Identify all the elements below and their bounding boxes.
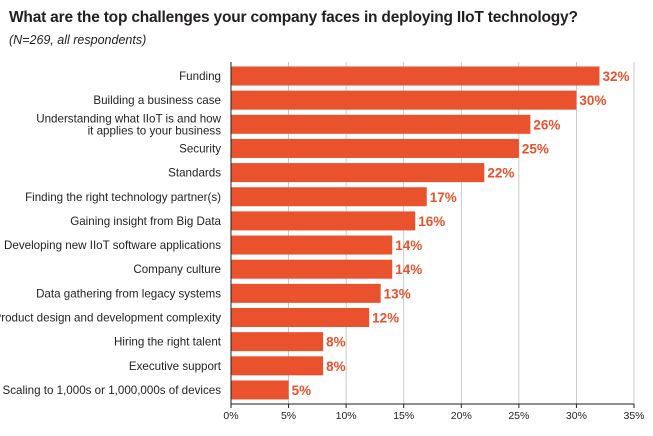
category-label: Executive support (129, 360, 222, 373)
category-label: Scaling to 1,000s or 1,000,000s of devic… (3, 384, 222, 397)
value-label: 22% (487, 166, 514, 181)
x-axis: 0% 5% 10% 15% 20% 25% 30% 35% (223, 62, 645, 422)
category-label: Hiring the right talent (114, 336, 222, 349)
bar (231, 235, 393, 255)
value-label: 32% (602, 69, 629, 84)
bar (231, 187, 427, 207)
x-tick-label: 5% (281, 410, 296, 422)
value-label: 26% (533, 117, 560, 132)
bar (231, 114, 531, 134)
bar (231, 380, 289, 400)
bar (231, 90, 577, 110)
category-label: Company culture (133, 263, 221, 276)
bar (231, 332, 324, 352)
category-label: Understanding what IIoT is and how it app… (36, 112, 221, 137)
x-tick-label: 20% (451, 410, 472, 422)
category-label: Funding (179, 70, 221, 83)
value-label: 14% (395, 238, 422, 253)
grid-lines (288, 62, 635, 404)
category-label: Security (179, 142, 221, 155)
x-tick-label: 30% (566, 410, 587, 422)
value-label: 30% (579, 93, 606, 108)
category-labels: Funding Building a business case Understan… (0, 70, 222, 397)
x-tick-label: 10% (336, 410, 357, 422)
x-tick-label: 15% (393, 410, 414, 422)
category-label: Product design and development complexit… (0, 312, 221, 325)
bar (231, 259, 393, 279)
category-label: Building a business case (93, 94, 221, 107)
bar (231, 163, 485, 183)
value-labels: 32% 30% 26% 25% 22% 17% 16% 14% 14% 13% 12% 8% 8% 5% (292, 69, 630, 398)
category-label: Data gathering from legacy systems (36, 287, 221, 300)
value-label: 12% (372, 311, 399, 326)
value-label: 17% (430, 190, 457, 205)
category-label-line: Understanding what IIoT is and how (36, 112, 221, 125)
category-label-line: it applies to your business (88, 124, 222, 137)
bars (231, 66, 600, 400)
category-label: Gaining insight from Big Data (70, 215, 221, 228)
chart-subtitle: (N=269, all respondents) (9, 33, 147, 47)
category-label: Standards (168, 167, 221, 180)
value-label: 8% (326, 335, 346, 350)
bar (231, 283, 381, 303)
x-tick-label: 25% (508, 410, 529, 422)
value-label: 14% (395, 262, 422, 277)
chart-title: What are the top challenges your company… (9, 9, 578, 26)
bar (231, 66, 600, 86)
x-tick-label: 0% (223, 410, 238, 422)
value-label: 5% (292, 383, 312, 398)
bar (231, 211, 416, 231)
value-label: 16% (418, 214, 445, 229)
x-tick-label: 35% (623, 410, 644, 422)
bar (231, 138, 519, 158)
value-label: 25% (522, 141, 549, 156)
bar (231, 356, 324, 376)
category-label: Developing new IIoT software application… (4, 239, 221, 252)
value-label: 13% (384, 286, 411, 301)
category-label: Finding the right technology partner(s) (25, 191, 221, 204)
value-label: 8% (326, 359, 346, 374)
bar (231, 308, 370, 327)
